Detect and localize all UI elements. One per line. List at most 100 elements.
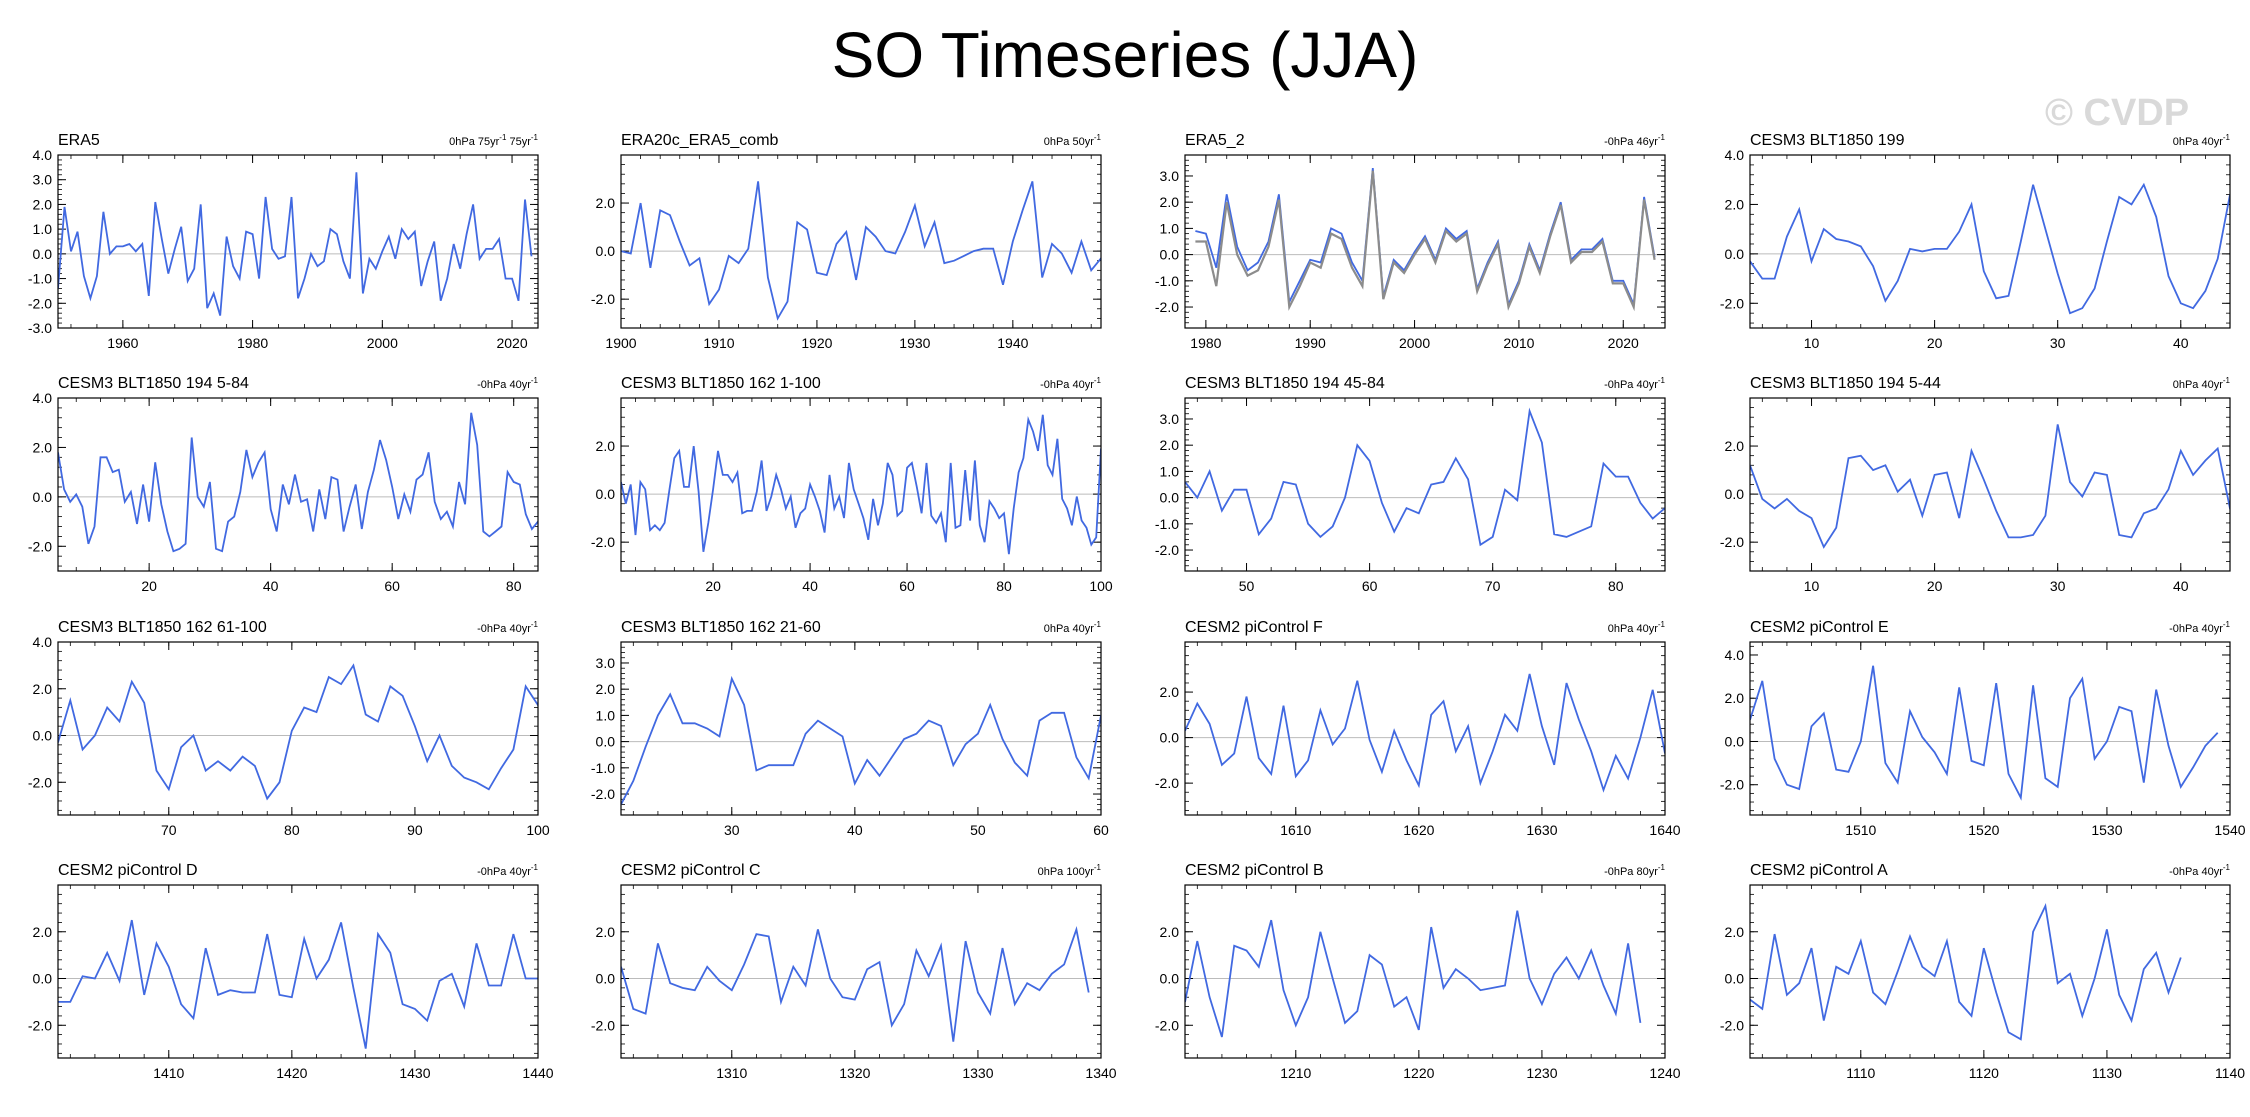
ytick-label: -2.0	[1155, 299, 1179, 315]
xtick-label: 1440	[522, 1065, 553, 1081]
series-line-0	[621, 925, 1090, 1042]
xtick-label: 40	[847, 822, 863, 838]
series-line-0	[1195, 168, 1656, 308]
subtitle-main: -0hPa 46yr	[1604, 136, 1658, 148]
subtitle-main: -0hPa 40yr	[1604, 379, 1658, 391]
ytick-label: 2.0	[33, 924, 53, 940]
xtick-label: 20	[1927, 335, 1943, 351]
xtick-label: 1110	[1846, 1065, 1875, 1081]
series-line-0	[1750, 424, 2230, 549]
ytick-label: 2.0	[596, 438, 616, 454]
xtick-label: 80	[996, 578, 1012, 594]
subtitle-main: -0hPa 40yr	[477, 379, 531, 391]
panel-subtitle: -0hPa 40yr-1	[2169, 863, 2230, 878]
subtitle-sup: -1	[1094, 620, 1102, 629]
ytick-label: 0.0	[596, 734, 616, 750]
ytick-label: 2.0	[1160, 684, 1180, 700]
plot-frame	[620, 641, 1102, 816]
panel-4: CESM3 BLT1850 194 5-84 -0hPa 40yr-1 -2.0 0.…	[28, 375, 539, 594]
subtitle-main: -0hPa 40yr	[2169, 623, 2223, 635]
xtick-label: 1910	[703, 335, 734, 351]
ytick-label: -2.0	[28, 295, 52, 311]
xtick-label: 1960	[107, 335, 138, 351]
series-line-0	[1185, 407, 1665, 547]
ytick-label: 0.0	[1160, 730, 1180, 746]
plot-frame	[620, 884, 1102, 1059]
xtick-label: 40	[802, 578, 818, 594]
xtick-label: 1230	[1526, 1065, 1557, 1081]
ytick-label: -2.0	[591, 534, 615, 550]
subtitle-main: 0hPa 100yr	[1038, 866, 1095, 878]
ytick-label: -2.0	[1155, 1017, 1179, 1033]
panel-title: ERA20c_ERA5_comb	[621, 132, 779, 149]
ytick-label: 3.0	[596, 655, 616, 671]
panel-subtitle: -0hPa 40yr-1	[2169, 620, 2230, 635]
ytick-label: -2.0	[1155, 775, 1179, 791]
subtitle-sup: -1	[499, 133, 507, 142]
xtick-label: 10	[1804, 335, 1820, 351]
panel-subtitle: -0hPa 40yr-1	[477, 863, 538, 878]
ytick-label: 2.0	[596, 195, 616, 211]
ytick-label: 0.0	[33, 489, 53, 505]
subtitle-sup: -1	[2223, 620, 2231, 629]
panel-1: ERA20c_ERA5_comb 0hPa 50yr-1 -2.0 0.0 2.0 190…	[591, 132, 1102, 351]
ytick-label: 0.0	[1160, 247, 1180, 263]
subtitle-main: 0hPa 50yr	[1044, 136, 1094, 148]
ytick-label: -2.0	[1155, 542, 1179, 558]
panel-title: CESM2 piControl F	[1185, 619, 1323, 636]
subtitle-main: 0hPa 40yr	[1608, 623, 1658, 635]
xtick-label: 1980	[237, 335, 268, 351]
plot-frame	[1749, 397, 2231, 572]
xtick-label: 1540	[2214, 822, 2245, 838]
panel-12: CESM2 piControl D -0hPa 40yr-1 -2.0 0.0 2.0 1…	[28, 862, 554, 1081]
panel-subtitle: 0hPa 40yr-1	[1608, 620, 1666, 635]
ytick-label: 4.0	[33, 634, 53, 650]
panel-7: CESM3 BLT1850 194 5-44 0hPa 40yr-1 -2.0 0.0…	[1720, 375, 2231, 594]
xtick-label: 2000	[1399, 335, 1430, 351]
subtitle-sup: -1	[1658, 620, 1666, 629]
xtick-label: 1630	[1526, 822, 1557, 838]
xtick-label: 1610	[1280, 822, 1311, 838]
subtitle-sup: -1	[2223, 863, 2231, 872]
series-line-0	[1750, 182, 2230, 315]
xtick-label: 1410	[153, 1065, 184, 1081]
xtick-label: 50	[1239, 578, 1255, 594]
panel-10: CESM2 piControl F 0hPa 40yr-1 -2.0 0.0 2.0 16…	[1155, 619, 1681, 838]
xtick-label: 1330	[962, 1065, 993, 1081]
xtick-label: 80	[506, 578, 522, 594]
series-line-0	[58, 919, 538, 1049]
subtitle-main: 0hPa 40yr	[2173, 136, 2223, 148]
xtick-label: 1420	[276, 1065, 307, 1081]
panel-subtitle: -0hPa 40yr-1	[477, 376, 538, 391]
xtick-label: 2020	[1608, 335, 1639, 351]
panel-6: CESM3 BLT1850 194 45-84 -0hPa 40yr-1 -2.0 -…	[1155, 375, 1666, 594]
panel-title: CESM3 BLT1850 194 5-44	[1750, 375, 1941, 392]
xtick-label: 10	[1804, 578, 1820, 594]
xtick-label: 80	[1608, 578, 1624, 594]
panel-subtitle: 0hPa 50yr-1	[1044, 133, 1102, 148]
xtick-label: 40	[2173, 578, 2189, 594]
ytick-label: 2.0	[33, 681, 53, 697]
plot-frame	[1749, 641, 2231, 816]
subtitle-tail-sup: -1	[531, 133, 539, 142]
xtick-label: 1240	[1649, 1065, 1680, 1081]
ytick-label: 0.0	[33, 971, 53, 987]
subtitle-sup: -1	[531, 620, 539, 629]
panel-title: CESM2 piControl E	[1750, 619, 1889, 636]
ytick-label: 3.0	[33, 172, 53, 188]
ytick-label: 0.0	[1725, 246, 1745, 262]
ytick-label: 3.0	[1160, 168, 1180, 184]
xtick-label: 2010	[1503, 335, 1534, 351]
xtick-label: 30	[2050, 578, 2066, 594]
ytick-label: 1.0	[33, 221, 53, 237]
panel-0: ERA5 0hPa 75yr-1 75yr-1-3.0-2.0-1.00.01.0…	[28, 132, 539, 351]
panel-8: CESM3 BLT1850 162 61-100 -0hPa 40yr-1 -2.0…	[28, 619, 550, 838]
xtick-label: 1310	[716, 1065, 747, 1081]
ytick-label: 3.0	[1160, 411, 1180, 427]
ytick-label: 2.0	[596, 924, 616, 940]
panel-title: CESM3 BLT1850 199	[1750, 132, 1905, 149]
figure-title: SO Timeseries (JJA)	[831, 19, 1419, 91]
xtick-label: 1940	[997, 335, 1028, 351]
ytick-label: 1.0	[596, 707, 616, 723]
